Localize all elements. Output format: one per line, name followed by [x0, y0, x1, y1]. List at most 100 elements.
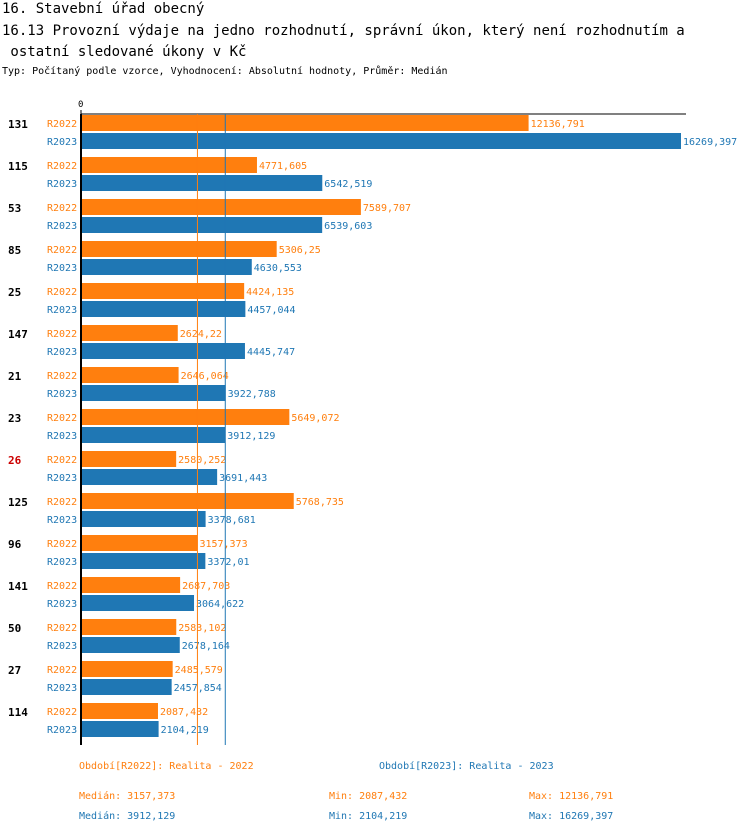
series-label-R2022-114: R2022 [47, 707, 77, 718]
value-label-R2022-23: 5649,072 [291, 413, 339, 424]
bar-R2022-115 [81, 157, 257, 173]
value-label-R2022-147: 2624,22 [180, 329, 222, 340]
bar-R2022-53 [81, 199, 361, 215]
median-r2023: Medián: 3912,129 [79, 811, 176, 822]
category-label-21: 21 [8, 370, 22, 383]
value-label-R2022-125: 5768,735 [296, 497, 344, 508]
bar-R2023-25 [81, 301, 246, 317]
series-label-R2023-85: R2023 [47, 263, 77, 274]
series-label-R2023-53: R2023 [47, 221, 77, 232]
series-label-R2023-96: R2023 [47, 557, 77, 568]
value-label-R2023-23: 3912,129 [227, 431, 275, 442]
bar-R2022-114 [81, 703, 158, 719]
value-label-R2023-25: 4457,044 [247, 305, 295, 316]
bar-R2022-25 [81, 283, 245, 299]
value-label-R2022-96: 3157,373 [199, 539, 247, 550]
bar-R2022-23 [81, 409, 290, 425]
series-label-R2022-96: R2022 [47, 539, 77, 550]
series-label-R2023-26: R2023 [47, 473, 77, 484]
series-label-R2022-115: R2022 [47, 161, 77, 172]
category-label-125: 125 [8, 496, 28, 509]
category-label-115: 115 [8, 160, 28, 173]
series-label-R2022-27: R2022 [47, 665, 77, 676]
category-label-53: 53 [8, 202, 21, 215]
value-label-R2023-53: 6539,603 [324, 221, 372, 232]
value-label-R2023-21: 3922,788 [228, 389, 276, 400]
category-label-141: 141 [8, 580, 28, 593]
series-label-R2022-141: R2022 [47, 581, 77, 592]
bar-R2023-125 [81, 511, 206, 527]
median-r2022: Medián: 3157,373 [79, 791, 176, 802]
x-tick-label-0: 0 [78, 100, 83, 110]
page-title: 16. Stavební úřad obecný [2, 1, 205, 17]
value-label-R2022-25: 4424,135 [246, 287, 294, 298]
value-label-R2022-114: 2087,432 [160, 707, 208, 718]
series-label-R2023-141: R2023 [47, 599, 77, 610]
value-label-R2023-115: 6542,519 [324, 179, 372, 190]
series-label-R2023-131: R2023 [47, 137, 77, 148]
value-label-R2022-50: 2583,102 [178, 623, 226, 634]
bar-R2023-23 [81, 427, 226, 443]
category-label-50: 50 [8, 622, 21, 635]
bar-R2023-53 [81, 217, 323, 233]
bar-R2023-85 [81, 259, 252, 275]
series-label-R2023-114: R2023 [47, 725, 77, 736]
bar-R2022-21 [81, 367, 179, 383]
category-label-96: 96 [8, 538, 22, 551]
category-label-27: 27 [8, 664, 21, 677]
series-label-R2023-21: R2023 [47, 389, 77, 400]
bar-R2022-26 [81, 451, 177, 467]
category-label-26: 26 [8, 454, 22, 467]
chart-subtitle-line-1: 16.13 Provozní výdaje na jedno rozhodnut… [2, 23, 685, 39]
value-label-R2023-26: 3691,443 [219, 473, 267, 484]
bar-R2023-141 [81, 595, 195, 611]
min-r2022: Min: 2087,432 [329, 791, 408, 802]
bar-R2023-114 [81, 721, 159, 737]
max-r2022: Max: 12136,791 [529, 791, 614, 802]
bar-R2023-27 [81, 679, 172, 695]
chart-info: Typ: Počítaný podle vzorce, Vyhodnocení:… [2, 66, 448, 77]
series-label-R2023-25: R2023 [47, 305, 77, 316]
bar-R2022-131 [81, 115, 529, 131]
bar-R2023-21 [81, 385, 226, 401]
series-label-R2023-23: R2023 [47, 431, 77, 442]
category-label-147: 147 [8, 328, 28, 341]
bar-R2023-50 [81, 637, 180, 653]
series-label-R2022-53: R2022 [47, 203, 77, 214]
series-label-R2023-50: R2023 [47, 641, 77, 652]
bar-R2023-115 [81, 175, 323, 191]
value-label-R2023-147: 4445,747 [247, 347, 295, 358]
series-label-R2023-147: R2023 [47, 347, 77, 358]
value-label-R2022-141: 2687,703 [182, 581, 230, 592]
bar-chart: 0 131 R2022 12136,791 R2023 16269,397 115 R2022… [8, 100, 737, 745]
series-label-R2022-23: R2022 [47, 413, 77, 424]
category-label-131: 131 [8, 118, 28, 131]
bar-R2022-85 [81, 241, 277, 257]
bar-R2023-26 [81, 469, 218, 485]
series-label-R2022-125: R2022 [47, 497, 77, 508]
bar-R2023-96 [81, 553, 206, 569]
legend-r2023: Období[R2023]: Realita - 2023 [379, 761, 554, 772]
value-label-R2022-53: 7589,707 [363, 203, 411, 214]
min-r2023: Min: 2104,219 [329, 811, 408, 822]
series-label-R2023-125: R2023 [47, 515, 77, 526]
bar-R2022-141 [81, 577, 181, 593]
series-label-R2022-85: R2022 [47, 245, 77, 256]
bar-R2023-147 [81, 343, 245, 359]
series-label-R2022-21: R2022 [47, 371, 77, 382]
value-label-R2023-85: 4630,553 [254, 263, 302, 274]
bar-R2022-96 [81, 535, 198, 551]
series-label-R2022-50: R2022 [47, 623, 77, 634]
series-label-R2022-147: R2022 [47, 329, 77, 340]
category-label-114: 114 [8, 706, 28, 719]
bar-R2022-125 [81, 493, 294, 509]
legend-r2022: Období[R2022]: Realita - 2022 [79, 761, 254, 772]
series-label-R2023-115: R2023 [47, 179, 77, 190]
max-r2023: Max: 16269,397 [529, 811, 614, 822]
value-label-R2023-131: 16269,397 [683, 137, 737, 148]
series-label-R2022-26: R2022 [47, 455, 77, 466]
series-label-R2022-25: R2022 [47, 287, 77, 298]
bar-R2023-131 [81, 133, 681, 149]
bar-R2022-50 [81, 619, 177, 635]
series-label-R2022-131: R2022 [47, 119, 77, 130]
